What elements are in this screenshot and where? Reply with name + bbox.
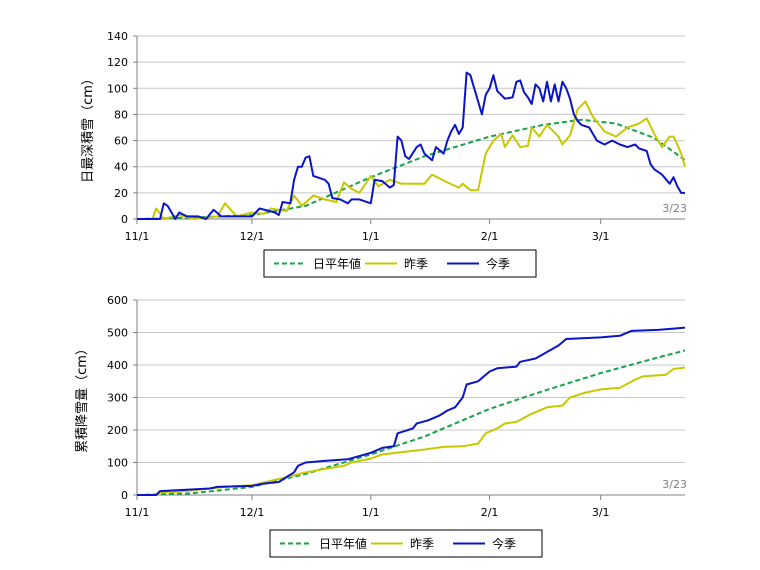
date-stamp: 3/23: [662, 202, 687, 215]
y-tick-label: 120: [107, 56, 128, 69]
date-stamp: 3/23: [662, 478, 687, 491]
legend-label: 今季: [486, 256, 510, 271]
series-line-normal: [136, 349, 686, 496]
y-tick-label: 140: [107, 30, 128, 43]
y-tick-label: 60: [114, 135, 128, 148]
y-axis-title: 累積降雪量（cm）: [75, 342, 90, 453]
chart-1: 0 20 40 60 80 100 120 140 11/1 12/1 1/1 2/1 3/1 日最深積雪…: [81, 30, 687, 278]
x-tick-label: 2/1: [481, 230, 499, 243]
y-tick-label: 200: [107, 424, 128, 437]
legend-box: [269, 529, 543, 558]
series-line-normal: [136, 118, 686, 220]
y-tick-label: 0: [121, 213, 128, 226]
x-tick-label: 2/1: [481, 506, 499, 519]
x-tick-label: 12/1: [240, 506, 265, 519]
legend-label: 昨季: [410, 537, 434, 551]
y-tick-label: 100: [107, 82, 128, 95]
x-tick-label: 11/1: [125, 230, 150, 243]
legend-box: [263, 249, 537, 278]
legend-label: 日平年値: [313, 256, 361, 271]
x-tick-label: 1/1: [362, 506, 380, 519]
y-axis-title: 日最深積雪（cm）: [81, 72, 96, 183]
x-tick-label: 3/1: [592, 506, 610, 519]
y-tick-label: 20: [114, 187, 128, 200]
y-tick-label: 0: [121, 489, 128, 502]
legend-label: 昨季: [404, 257, 428, 271]
legend: 日平年値 昨季 今季: [269, 529, 543, 558]
y-tick-label: 300: [107, 392, 128, 405]
legend-label: 日平年値: [319, 536, 367, 551]
y-tick-label: 80: [114, 108, 128, 121]
x-tick-label: 11/1: [125, 506, 150, 519]
y-tick-label: 40: [114, 161, 128, 174]
x-tick-label: 12/1: [240, 230, 265, 243]
series-line-this-season: [137, 326, 686, 496]
series-line-last-season: [137, 100, 686, 220]
legend: 日平年値 昨季 今季: [263, 249, 537, 278]
y-tick-label: 100: [107, 457, 128, 470]
y-tick-label: 600: [107, 294, 128, 307]
series-line-this-season: [137, 71, 685, 220]
legend-label: 今季: [492, 536, 516, 551]
y-tick-label: 500: [107, 327, 128, 340]
series-line-last-season: [137, 366, 686, 496]
chart-2: 0 100 200 300 400 500 600 11/1 12/1 1/1 2/1 3/1 累積降雪…: [75, 294, 687, 558]
y-tick-label: 400: [107, 359, 128, 372]
x-tick-label: 1/1: [362, 230, 380, 243]
x-tick-label: 3/1: [592, 230, 610, 243]
